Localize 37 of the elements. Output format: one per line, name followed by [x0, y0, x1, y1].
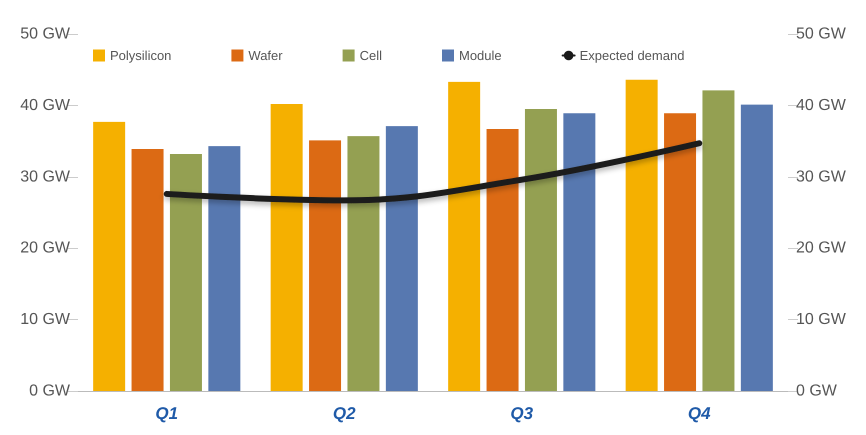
bar [170, 154, 202, 391]
y-tick-label: 40 GW [20, 96, 71, 114]
bar [93, 122, 126, 391]
bar [386, 126, 418, 391]
y-tick-label: 0 GW [29, 382, 71, 400]
bar [524, 108, 557, 391]
legend-label: Cell [360, 48, 382, 63]
x-tick-label: Q2 [332, 404, 356, 423]
legend-label: Expected demand [580, 48, 684, 63]
x-tick-label: Q1 [155, 404, 178, 423]
legend-label: Polysilicon [110, 48, 172, 63]
y2-tick-label: 10 GW [796, 311, 847, 328]
bar [448, 82, 480, 391]
bar [664, 113, 696, 391]
y2-tick-label: 0 GW [796, 382, 838, 400]
y2-tick-label: 40 GW [796, 96, 847, 114]
bar [563, 113, 596, 391]
bar [309, 140, 342, 391]
bar [132, 148, 164, 391]
y2-tick-label: 30 GW [796, 168, 847, 186]
bar [702, 90, 734, 391]
y-tick-label: 10 GW [20, 311, 71, 328]
x-tick-label: Q4 [688, 404, 712, 423]
bar [626, 80, 658, 391]
bar [740, 104, 773, 391]
bar [486, 128, 519, 391]
y-tick-label: 20 GW [20, 240, 71, 257]
y2-tick-label: 50 GW [796, 26, 847, 42]
x-tick-label: Q3 [510, 404, 534, 423]
legend-label: Wafer [248, 48, 284, 63]
y-tick-label: 50 GW [20, 26, 71, 42]
bar [347, 136, 380, 391]
bar [208, 146, 240, 391]
legend-label: Module [458, 48, 502, 63]
bar [270, 104, 303, 391]
y2-tick-label: 20 GW [796, 240, 847, 257]
y-tick-label: 30 GW [20, 168, 71, 186]
